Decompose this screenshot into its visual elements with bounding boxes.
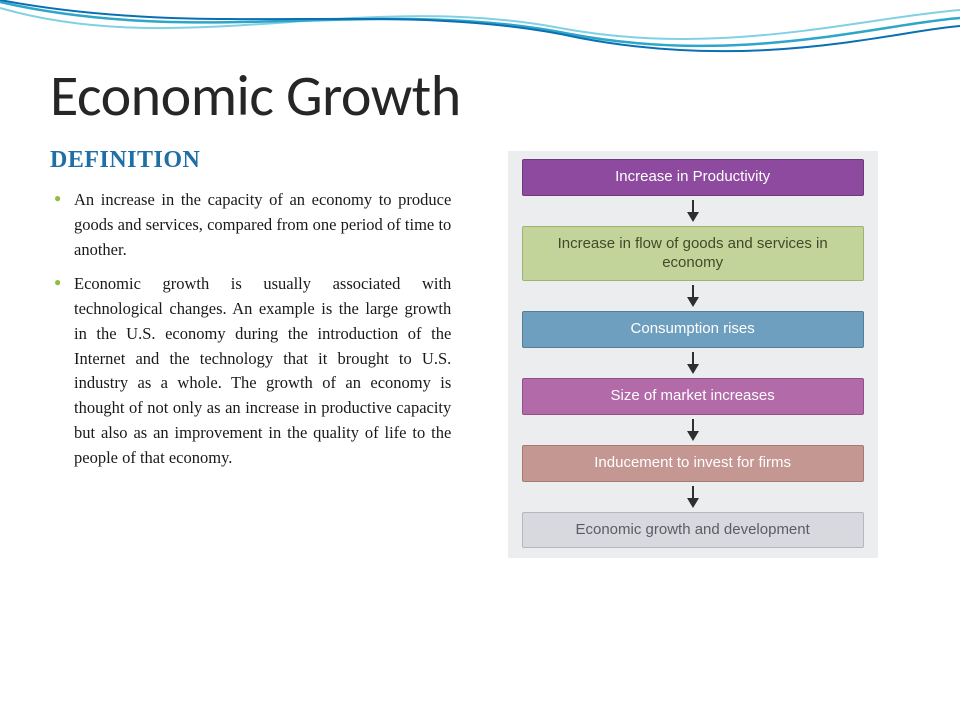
flowchart-node: Size of market increases [522,378,864,415]
left-column: DEFINITION An increase in the capacity o… [50,147,451,480]
flowchart-node: Consumption rises [522,311,864,348]
bullet-list: An increase in the capacity of an econom… [50,188,451,470]
page-title: Economic Growth [50,60,910,131]
flowchart-node: Economic growth and development [522,512,864,549]
flowchart-arrow-icon [684,486,702,508]
bullet-item: An increase in the capacity of an econom… [50,188,451,262]
flowchart-node: Increase in flow of goods and services i… [522,226,864,282]
flowchart-arrow-icon [684,200,702,222]
flowchart-node: Inducement to invest for firms [522,445,864,482]
section-subtitle: DEFINITION [50,147,451,174]
flowchart-arrow-icon [684,285,702,307]
flowchart-node: Increase in Productivity [522,159,864,196]
flowchart-arrow-icon [684,352,702,374]
flowchart-arrow-icon [684,419,702,441]
content-columns: DEFINITION An increase in the capacity o… [50,147,910,558]
right-column: Increase in Productivity Increase in flow… [475,147,910,558]
slide: Economic Growth DEFINITION An increase i… [0,0,960,720]
bullet-item: Economic growth is usually associated wi… [50,272,451,470]
flowchart: Increase in Productivity Increase in flow… [508,151,878,558]
